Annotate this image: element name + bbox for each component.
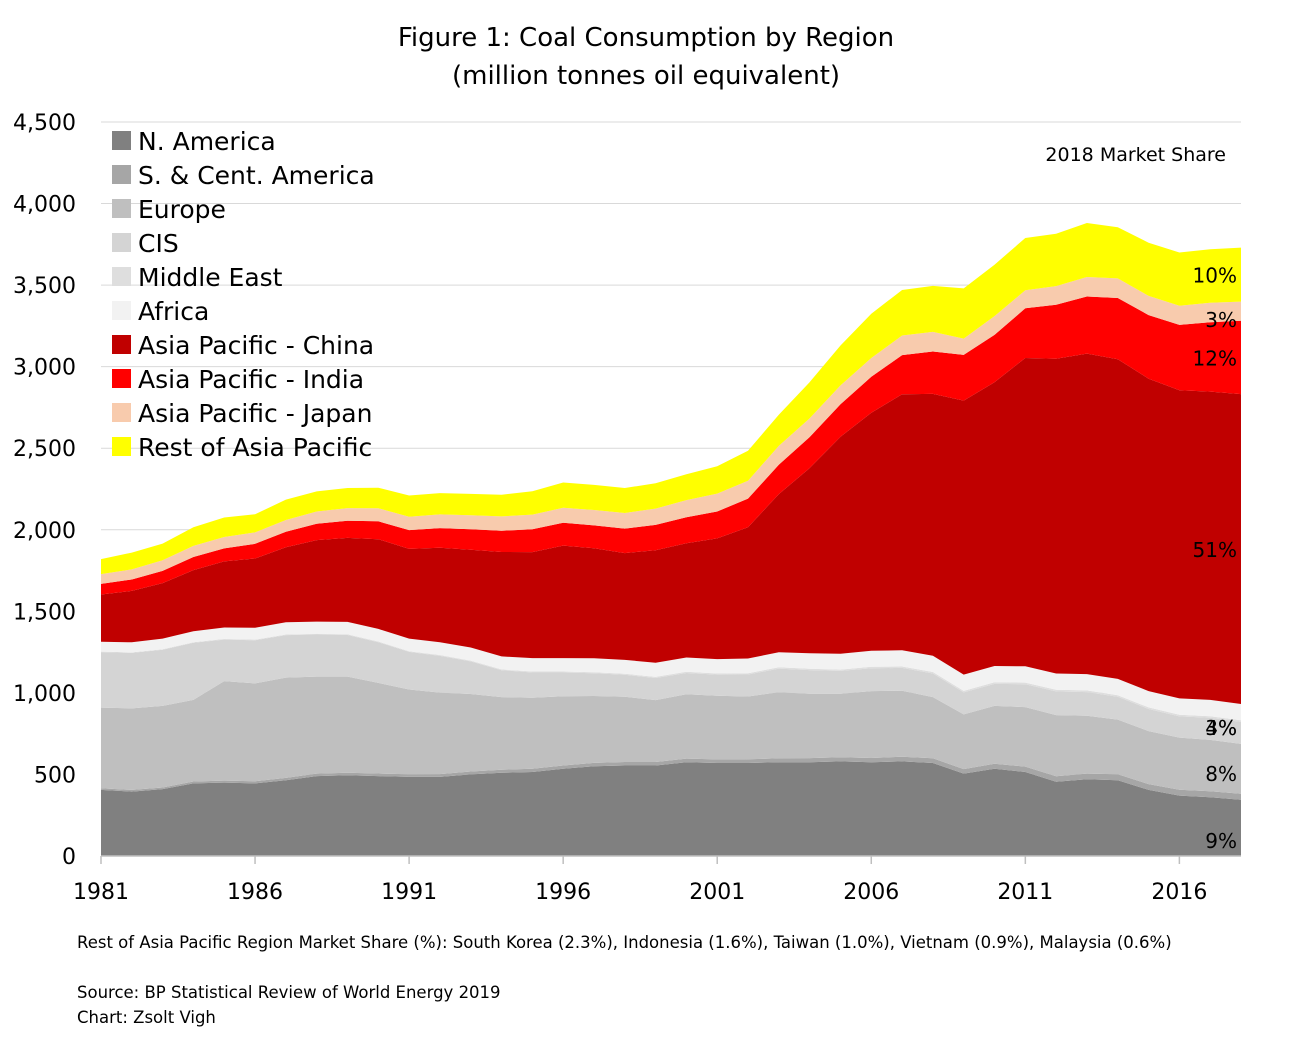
chart-subtitle: (million tonnes oil equivalent): [452, 61, 840, 91]
y-tick-label: 4,000: [13, 193, 76, 218]
x-tick-label: 2011: [997, 880, 1053, 905]
area-asia-pacific-japan: [101, 277, 1241, 584]
legend-label: Africa: [138, 297, 209, 326]
legend-swatch: [112, 233, 131, 252]
legend-label: Asia Pacific - India: [138, 365, 364, 394]
legend-label: Middle East: [138, 263, 283, 292]
area-asia-pacific-india: [101, 296, 1241, 595]
y-tick-label: 0: [62, 845, 76, 870]
legend-swatch: [112, 437, 131, 456]
area-cis: [101, 634, 1241, 744]
share-label: 3%: [1205, 716, 1237, 740]
y-tick-label: 3,000: [13, 356, 76, 381]
y-tick-label: 4,500: [13, 111, 76, 136]
market-share-labels: 10%3%12%51%3%4%8%9%: [1193, 264, 1237, 853]
share-label: 12%: [1193, 346, 1237, 370]
legend-swatch: [112, 335, 131, 354]
stacked-areas: [101, 223, 1241, 856]
chart-title: Figure 1: Coal Consumption by Region: [398, 23, 894, 53]
legend: N. America S. & Cent. America Europe CIS Mid…: [112, 127, 375, 462]
legend-label: Asia Pacific - China: [138, 331, 374, 360]
share-label: 4%: [1205, 716, 1237, 740]
legend-label: Rest of Asia Pacific: [138, 433, 372, 462]
legend-swatch: [112, 165, 131, 184]
x-tick-label: 2001: [689, 880, 745, 905]
area-africa: [101, 621, 1241, 721]
chart-credit: Chart: Zsolt Vigh: [77, 1008, 216, 1027]
share-label: 9%: [1205, 829, 1237, 853]
legend-label: N. America: [138, 127, 276, 156]
legend-label: Europe: [138, 195, 226, 224]
legend-swatch: [112, 369, 131, 388]
area-rest-of-asia-pacific: [101, 223, 1241, 575]
area-asia-pacific-china: [101, 353, 1241, 704]
area-s-cent-america: [101, 756, 1241, 800]
y-tick-label: 2,500: [13, 437, 76, 462]
share-label: 51%: [1193, 538, 1237, 562]
area-europe: [101, 676, 1241, 794]
x-axis-ticks: 1981 1986 1991 1996 2001 2006 2011 2016: [73, 856, 1207, 905]
share-label: 8%: [1205, 762, 1237, 786]
market-share-annotation: 2018 Market Share: [1045, 144, 1226, 166]
legend-label: CIS: [138, 229, 179, 258]
y-axis-ticks: 0 500 1,000 1,500 2,000 2,500 3,000 3,500 4,000 4…: [13, 111, 76, 870]
x-tick-label: 1991: [381, 880, 437, 905]
share-label: 10%: [1193, 264, 1237, 288]
y-tick-label: 3,500: [13, 274, 76, 299]
legend-label: Asia Pacific - Japan: [138, 399, 372, 428]
y-tick-label: 1,000: [13, 682, 76, 707]
footnote: Rest of Asia Pacific Region Market Share…: [77, 933, 1172, 952]
share-label: 3%: [1205, 308, 1237, 332]
y-tick-label: 1,500: [13, 600, 76, 625]
legend-swatch: [112, 301, 131, 320]
legend-swatch: [112, 403, 131, 422]
legend-swatch: [112, 267, 131, 286]
x-tick-label: 2006: [843, 880, 899, 905]
legend-label: S. & Cent. America: [138, 161, 375, 190]
y-tick-label: 500: [34, 763, 76, 788]
source-note: Source: BP Statistical Review of World E…: [77, 983, 501, 1002]
x-tick-label: 2016: [1151, 880, 1207, 905]
legend-swatch: [112, 199, 131, 218]
y-tick-label: 2,000: [13, 519, 76, 544]
x-tick-label: 1996: [535, 880, 591, 905]
x-tick-label: 1986: [227, 880, 283, 905]
area-n-america: [101, 761, 1241, 856]
x-tick-label: 1981: [73, 880, 129, 905]
legend-swatch: [112, 131, 131, 150]
